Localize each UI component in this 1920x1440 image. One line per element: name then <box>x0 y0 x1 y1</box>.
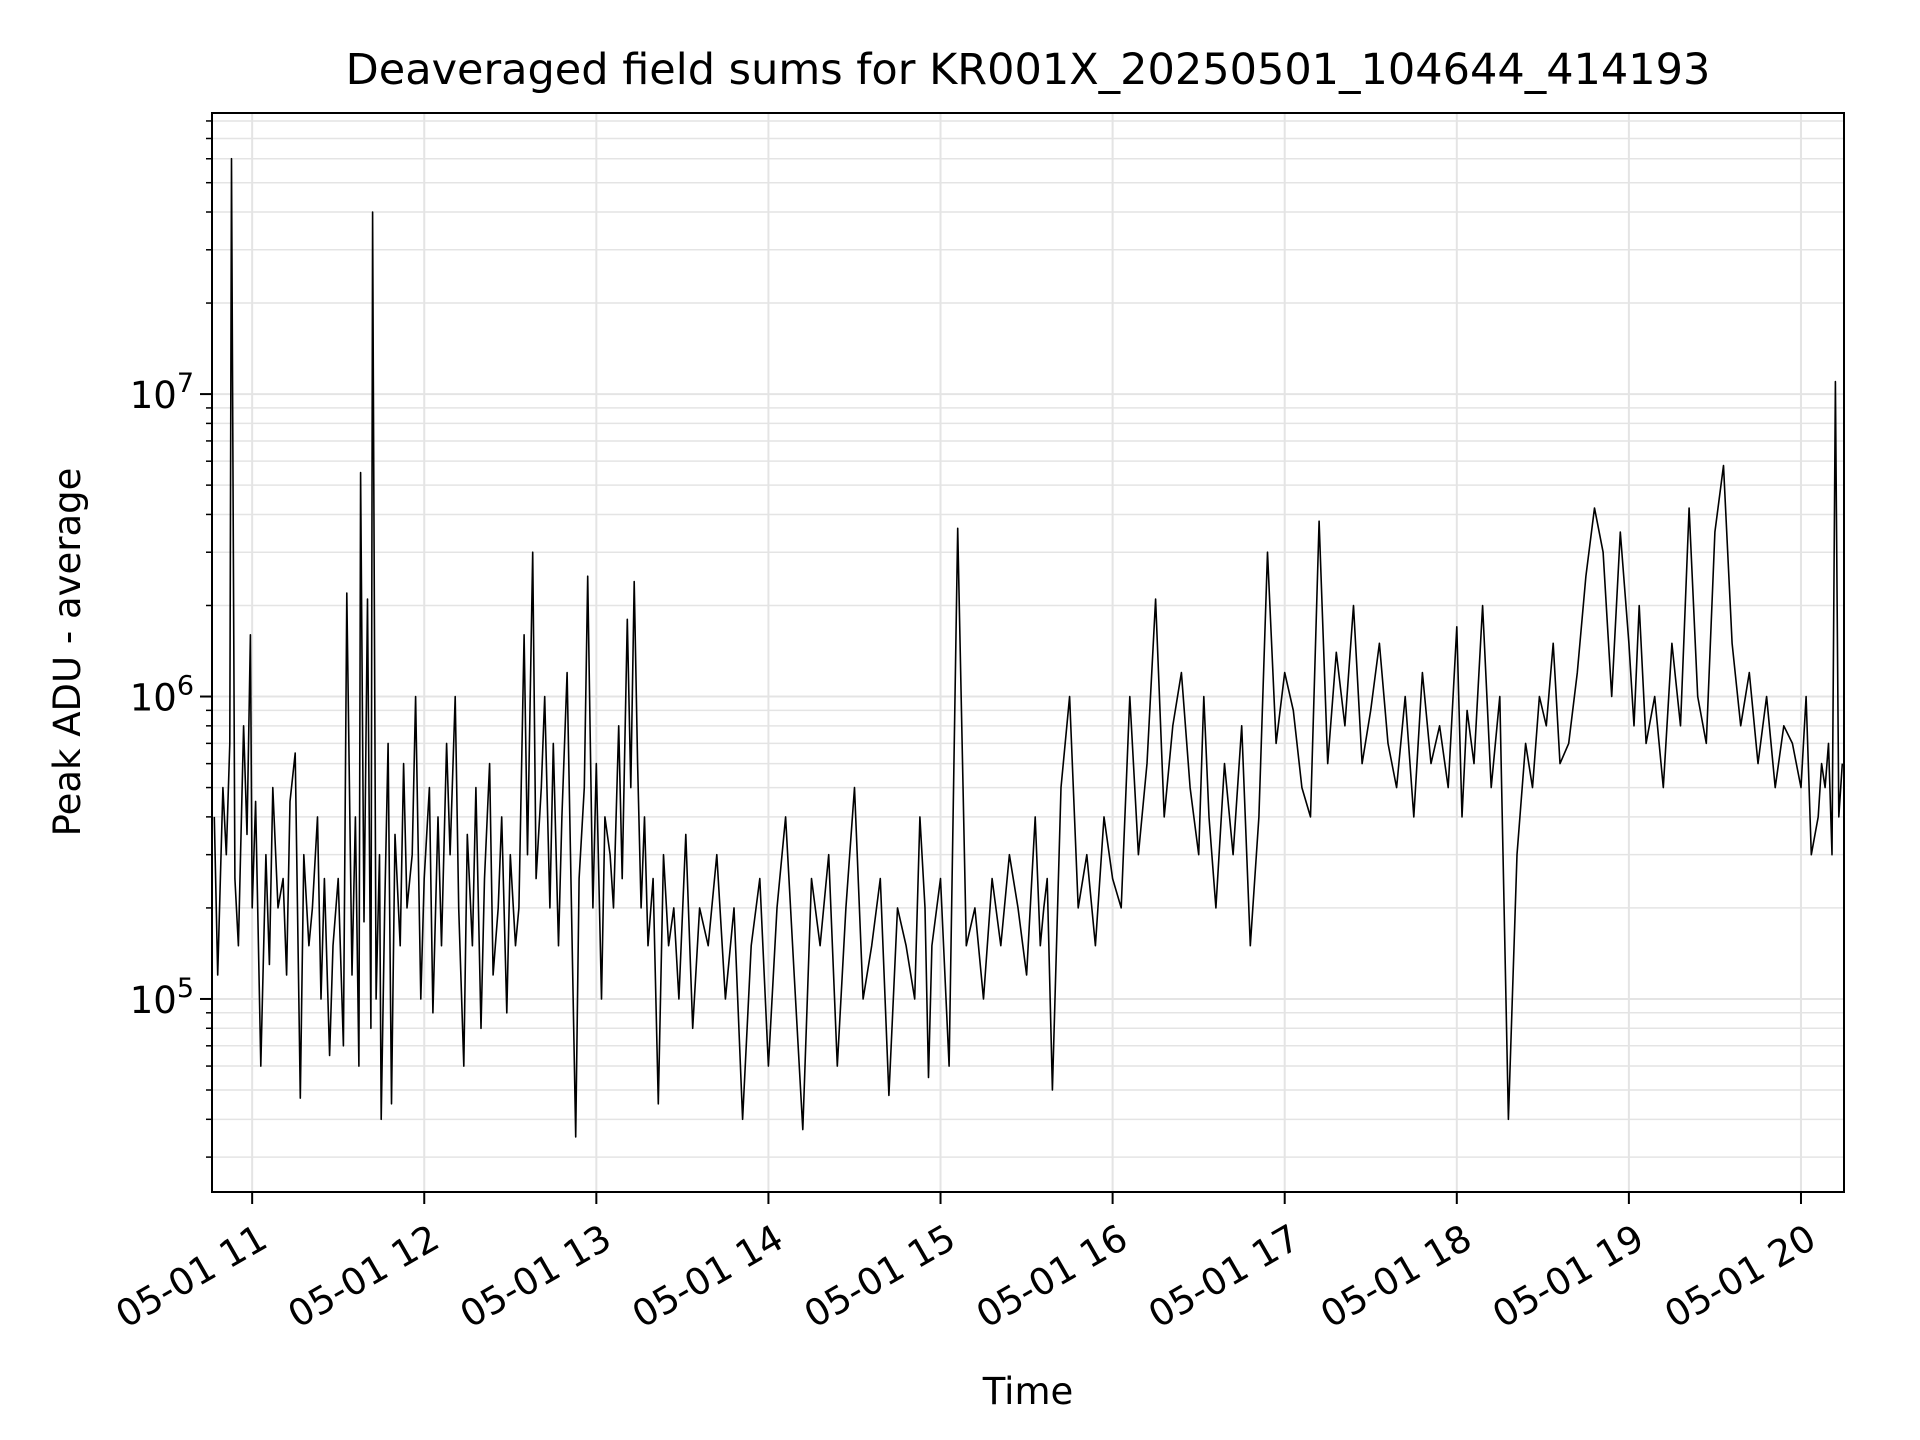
y-tick-label: 105 <box>130 973 194 1022</box>
y-axis-ticks: 105 106 107 <box>130 120 212 1158</box>
x-axis-label: Time <box>982 1370 1074 1413</box>
chart-title: Deaveraged field sums for KR001X_2025050… <box>346 45 1711 95</box>
plot-frame <box>211 112 1845 1193</box>
y-tick-label: 106 <box>130 671 194 720</box>
data-series-line <box>213 157 1844 1138</box>
y-tick-label: 107 <box>130 368 194 417</box>
series-layer <box>213 157 1844 1138</box>
y-axis-label: Peak ADU - average <box>46 468 89 837</box>
